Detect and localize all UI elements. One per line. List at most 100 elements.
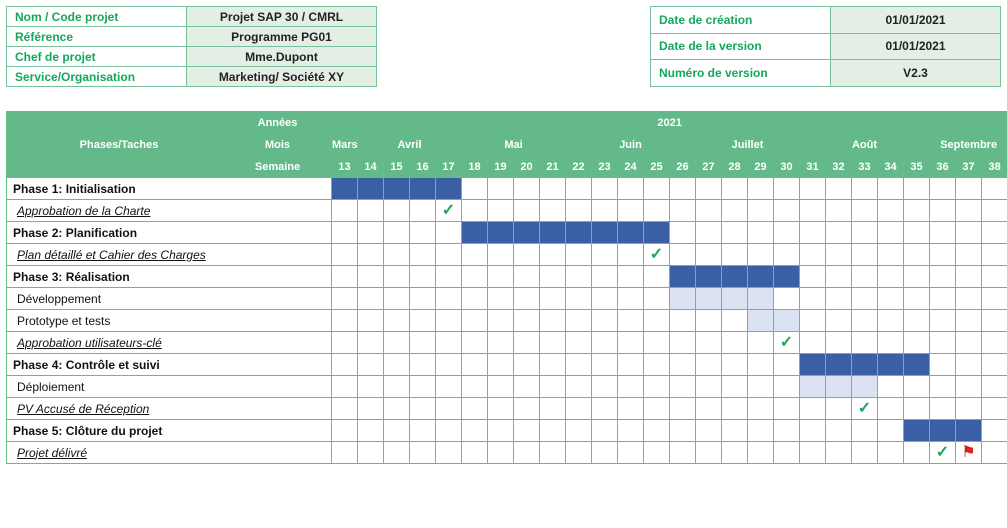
gantt-cell [488,200,514,222]
gantt-cell [826,354,852,376]
gantt-cell [748,420,774,442]
gantt-cell [748,354,774,376]
gantt-cell [722,288,748,310]
gantt-cell [462,398,488,420]
gantt-cell [644,266,670,288]
gantt-cell [436,332,462,354]
meta-value: Programme PG01 [187,27,377,47]
meta-value: Projet SAP 30 / CMRL [187,7,377,27]
gantt-cell [930,178,956,200]
gantt-cell [332,354,358,376]
gantt-cell [540,332,566,354]
gantt-cell [878,420,904,442]
gantt-cell [904,288,930,310]
gantt-cell [956,222,982,244]
gantt-cell [436,244,462,266]
gantt-cell [540,354,566,376]
gantt-cell [540,398,566,420]
gantt-cell [410,310,436,332]
gantt-chart: Phases/TachesAnnées2021MoisMarsAvrilMaiJ… [6,111,1007,464]
gantt-cell [930,354,956,376]
gantt-cell [930,310,956,332]
gantt-cell [566,222,592,244]
gantt-cell [514,310,540,332]
gantt-cell [774,222,800,244]
gantt-cell [800,244,826,266]
gantt-cell [436,442,462,464]
milestone-label: Plan détaillé et Cahier des Charges [7,244,332,266]
month-header: Mars [332,134,358,156]
gantt-cell [358,222,384,244]
gantt-cell [410,398,436,420]
meta-label: Chef de projet [7,47,187,67]
gantt-row: Approbation de la Charte✓ [7,200,1007,222]
meta-label: Date de la version [651,33,831,60]
gantt-cell [748,398,774,420]
week-header: 15 [384,156,410,178]
gantt-row: Déploiement [7,376,1007,398]
gantt-cell [644,200,670,222]
gantt-cell [930,222,956,244]
gantt-cell [904,376,930,398]
gantt-cell [722,310,748,332]
gantt-cell [800,354,826,376]
gantt-cell [878,244,904,266]
meta-label: Date de création [651,7,831,34]
gantt-cell [384,376,410,398]
gantt-cell [540,376,566,398]
meta-label: Référence [7,27,187,47]
gantt-cell [488,398,514,420]
gantt-cell [930,200,956,222]
gantt-cell [384,442,410,464]
gantt-cell [540,222,566,244]
side-header-years: Années [232,112,332,134]
gantt-cell [384,244,410,266]
week-header: 13 [332,156,358,178]
meta-label: Numéro de version [651,60,831,87]
gantt-row: PV Accusé de Réception✓ [7,398,1007,420]
gantt-cell [852,310,878,332]
gantt-cell [722,398,748,420]
gantt-cell [332,244,358,266]
month-header: Juin [566,134,696,156]
gantt-cell [618,244,644,266]
flag-icon: ⚑ [961,444,975,462]
gantt-cell [618,420,644,442]
gantt-cell [462,244,488,266]
gantt-cell [852,288,878,310]
gantt-cell [800,420,826,442]
week-header: 24 [618,156,644,178]
year-header: 2021 [332,112,1007,134]
meta-value: 01/01/2021 [831,7,1001,34]
gantt-cell [696,266,722,288]
gantt-cell [514,420,540,442]
gantt-cell [358,266,384,288]
gantt-cell [384,266,410,288]
gantt-cell [800,200,826,222]
gantt-cell [670,332,696,354]
gantt-cell [358,442,384,464]
gantt-cell [462,266,488,288]
gantt-cell [488,332,514,354]
gantt-cell [956,398,982,420]
milestone-label: PV Accusé de Réception [7,398,332,420]
gantt-row: Phase 2: Planification [7,222,1007,244]
gantt-cell [436,376,462,398]
week-header: 36 [930,156,956,178]
gantt-cell [826,200,852,222]
gantt-cell [748,200,774,222]
gantt-cell [956,178,982,200]
meta-label: Service/Organisation [7,67,187,87]
gantt-cell [462,222,488,244]
gantt-cell: ⚑ [956,442,982,464]
gantt-cell [644,420,670,442]
gantt-cell [982,288,1007,310]
gantt-cell [722,178,748,200]
gantt-cell [696,178,722,200]
gantt-cell: ✓ [436,200,462,222]
gantt-cell [332,332,358,354]
gantt-cell [644,332,670,354]
gantt-cell [956,310,982,332]
gantt-cell [332,266,358,288]
gantt-cell [774,398,800,420]
